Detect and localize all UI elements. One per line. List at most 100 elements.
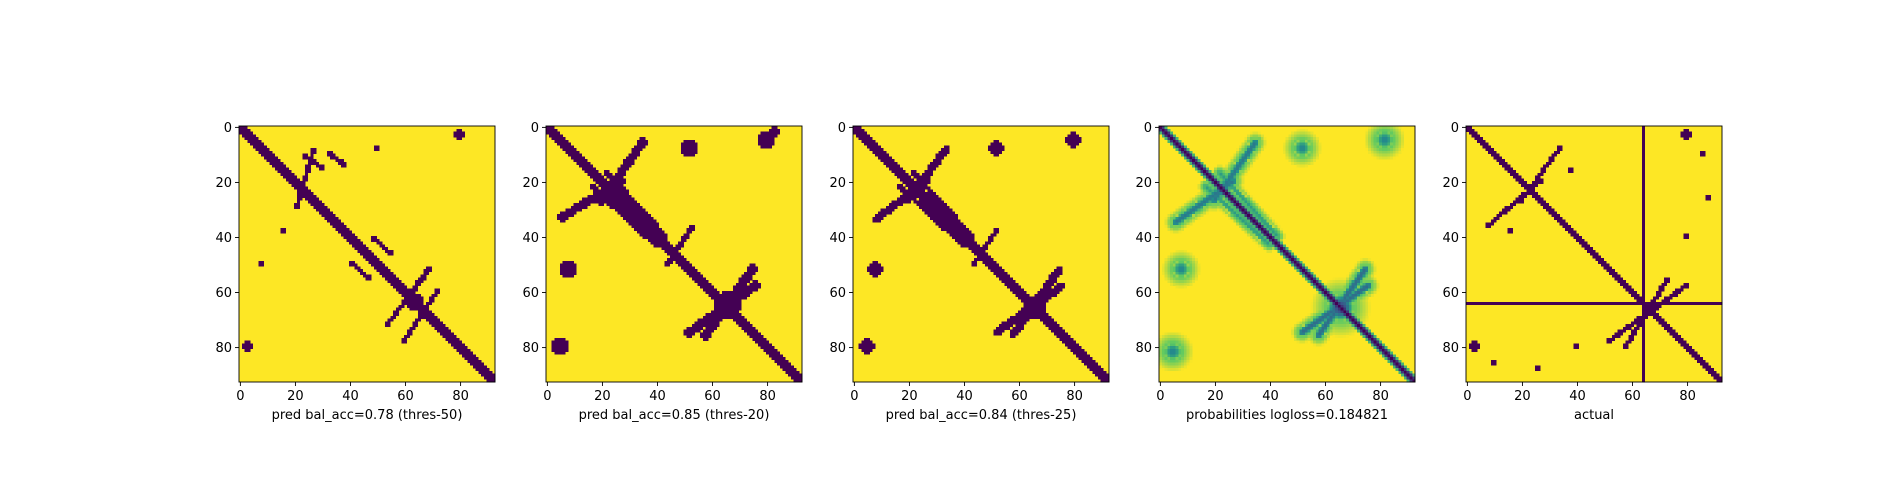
- heatmap-cell: [1365, 307, 1369, 311]
- heatmap-cell: [1368, 302, 1372, 306]
- heatmap-cell: [1236, 197, 1240, 201]
- heatmap-cell: [919, 194, 923, 198]
- heatmap-cell: [573, 150, 577, 154]
- heatmap-cell: [647, 219, 651, 223]
- heatmap-cell: [1178, 282, 1182, 286]
- heatmap-cell: [738, 280, 742, 284]
- heatmap-cell: [746, 269, 750, 273]
- heatmap-cell: [1318, 324, 1322, 328]
- heatmap-cell: [642, 139, 646, 143]
- heatmap-cell: [603, 170, 607, 174]
- heatmap-cell: [968, 236, 972, 240]
- heatmap-cell: [250, 134, 254, 138]
- heatmap-cell: [1236, 161, 1240, 165]
- heatmap-cell: [1211, 175, 1215, 179]
- heatmap-cell: [456, 340, 460, 344]
- heatmap-cell: [1244, 148, 1248, 152]
- heatmap-cell: [713, 304, 717, 308]
- heatmap-cell: [340, 225, 344, 229]
- heatmap-cell: [1398, 362, 1402, 366]
- heatmap-cell: [1699, 153, 1703, 157]
- heatmap-cell: [1285, 252, 1289, 256]
- heatmap-cell: [858, 131, 862, 135]
- heatmap-cell: [1078, 351, 1082, 355]
- heatmap-cell: [1004, 271, 1008, 275]
- heatmap-cell: [1299, 337, 1303, 341]
- heatmap-cell: [1203, 194, 1207, 198]
- heatmap-cell: [1376, 348, 1380, 352]
- heatmap-cell: [302, 192, 306, 196]
- heatmap-cell: [1244, 145, 1248, 149]
- heatmap-cell: [1070, 145, 1074, 149]
- heatmap-cell: [1348, 310, 1352, 314]
- heatmap-cell: [921, 186, 925, 190]
- heatmap-cell: [340, 159, 344, 163]
- heatmap-cell: [982, 252, 986, 256]
- heatmap-cell: [678, 260, 682, 264]
- heatmap-cell: [1346, 304, 1350, 308]
- heatmap-cell: [1009, 277, 1013, 281]
- heatmap-cell: [1392, 357, 1396, 361]
- heatmap-cell: [598, 194, 602, 198]
- heatmap-cell: [1170, 282, 1174, 286]
- heatmap-cell: [1249, 200, 1253, 204]
- heatmap-cell: [1499, 156, 1503, 160]
- heatmap-cell: [316, 164, 320, 168]
- heatmap-cell: [965, 230, 969, 234]
- heatmap-cell: [1211, 189, 1215, 193]
- heatmap-cell: [1159, 354, 1162, 358]
- heatmap-cell: [916, 192, 920, 196]
- heatmap-cell: [305, 178, 309, 182]
- heatmap-cell: [1205, 208, 1209, 212]
- heatmap-cell: [1192, 200, 1196, 204]
- heatmap-cell: [1365, 299, 1369, 303]
- heatmap-cell: [1241, 161, 1245, 165]
- heatmap-cell: [897, 197, 901, 201]
- heatmap-cell: [1214, 181, 1218, 185]
- heatmap-cell: [990, 150, 994, 154]
- heatmap-cell: [768, 139, 772, 143]
- heatmap-cell: [1189, 205, 1193, 209]
- heatmap-cell: [1247, 219, 1251, 223]
- heatmap-cell: [1244, 192, 1248, 196]
- heatmap-cell: [930, 172, 934, 176]
- heatmap-cell: [1029, 315, 1033, 319]
- heatmap-cell: [1192, 159, 1196, 163]
- heatmap-cell: [581, 164, 585, 168]
- heatmap-cell: [1282, 247, 1286, 251]
- heatmap-cell: [442, 335, 446, 339]
- heatmap-cell: [700, 285, 704, 289]
- heatmap-cell: [592, 194, 596, 198]
- heatmap-cell: [1299, 164, 1303, 168]
- heatmap-cell: [1258, 230, 1262, 234]
- heatmap-cell: [664, 241, 668, 245]
- heatmap-cell: [606, 189, 610, 193]
- heatmap-cell: [562, 137, 566, 141]
- heatmap-cell: [1332, 326, 1336, 330]
- heatmap-cell: [1340, 324, 1344, 328]
- heatmap-cell: [255, 148, 259, 152]
- heatmap-cell: [1258, 142, 1262, 146]
- heatmap-cell: [1346, 285, 1350, 289]
- heatmap-cell: [1387, 150, 1391, 154]
- heatmap-cell: [968, 241, 972, 245]
- heatmap-cell: [916, 183, 920, 187]
- heatmap-cell: [647, 216, 651, 220]
- heatmap-cell: [930, 214, 934, 218]
- heatmap-cell: [713, 321, 717, 325]
- heatmap-cell: [1009, 335, 1013, 339]
- heatmap-cell: [943, 148, 947, 152]
- heatmap-cell: [760, 145, 764, 149]
- heatmap-cell: [749, 271, 753, 275]
- heatmap-cell: [1479, 137, 1483, 141]
- heatmap-cell: [609, 205, 613, 209]
- heatmap-cell: [1222, 175, 1226, 179]
- y-tick-label: 60: [522, 286, 539, 301]
- heatmap-cell: [1167, 348, 1171, 352]
- heatmap-cell: [700, 324, 704, 328]
- heatmap-cell: [941, 225, 945, 229]
- heatmap-cell: [1219, 170, 1223, 174]
- heatmap-cell: [702, 315, 706, 319]
- heatmap-cell: [1315, 277, 1319, 281]
- heatmap-cell: [1373, 337, 1377, 341]
